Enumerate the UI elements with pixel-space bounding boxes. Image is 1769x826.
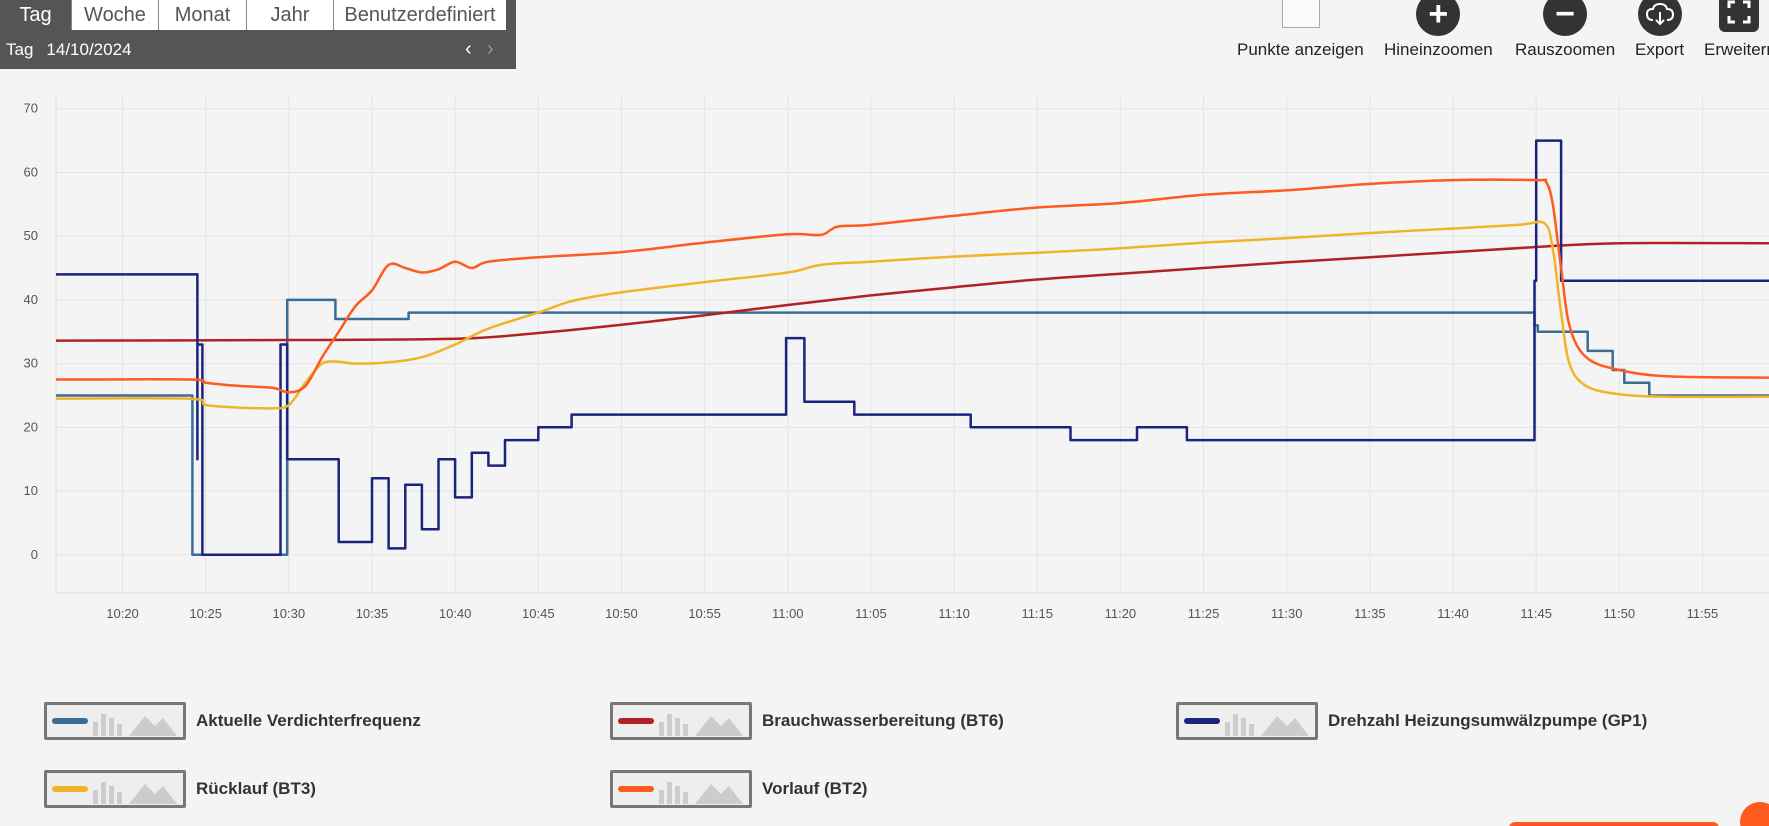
x-tick-label: 10:20 [106,606,139,621]
export-button[interactable]: Export [1635,0,1684,60]
show-points-toggle[interactable]: Punkte anzeigen [1237,0,1364,60]
period-tabs: Tag Woche Monat Jahr Benutzerdefiniert [0,0,506,30]
legend-swatch [52,718,88,724]
zoom-in-button[interactable]: + Hineinzoomen [1384,0,1493,60]
chart-series [55,139,1769,557]
tab-jahr[interactable]: Jahr [247,0,334,30]
chat-button[interactable] [1740,802,1769,826]
x-tick-label: 10:40 [439,606,472,621]
expand-label: Erweitern [1704,40,1769,59]
plus-circle-icon: + [1416,0,1461,36]
y-axis-ticks: 0 10 20 30 40 50 60 70 [24,101,38,562]
chart-type-icons [1225,714,1309,736]
x-tick-label: 11:00 [772,606,804,621]
legend-item-brauchwasser[interactable]: Brauchwasserbereitung (BT6) [610,702,1004,740]
tab-benutzerdefiniert[interactable]: Benutzerdefiniert [334,0,506,30]
y-tick-label: 20 [24,419,38,434]
x-tick-label: 11:40 [1437,606,1469,621]
tab-tag[interactable]: Tag [0,0,72,30]
legend-label: Aktuelle Verdichterfrequenz [196,711,421,730]
action-button[interactable] [1509,822,1719,826]
x-tick-label: 11:35 [1354,606,1386,621]
legend-label: Brauchwasserbereitung (BT6) [762,711,1004,730]
period-row: Tag 14/10/2024 ‹ › [0,30,516,69]
tab-woche[interactable]: Woche [72,0,159,30]
x-tick-label: 11:20 [1105,606,1137,621]
legend-swatch [618,786,654,792]
x-tick-label: 10:45 [522,606,555,621]
legend-swatch [52,786,88,792]
zoom-in-label: Hineinzoomen [1384,40,1493,59]
series-line-4 [55,220,1769,410]
chevron-left-icon[interactable]: ‹ [465,38,472,60]
series-line-3 [56,139,1769,557]
chart-type-icons [659,714,743,736]
line-chart[interactable]: 0 10 20 30 40 50 60 70 10:20 10:25 10:30 10:35 10:4… [0,80,1769,640]
minus-circle-icon: − [1543,0,1588,36]
tab-monat[interactable]: Monat [159,0,247,30]
chart-type-icons [93,714,177,736]
y-tick-label: 40 [24,292,38,307]
legend-item-vorlauf[interactable]: Vorlauf (BT2) [610,770,867,808]
period-label: Tag [6,39,34,59]
period-panel: Tag Woche Monat Jahr Benutzerdefiniert T… [0,0,516,69]
legend-swatch [1184,718,1220,724]
show-points-label: Punkte anzeigen [1237,40,1364,59]
x-tick-label: 11:10 [938,606,970,621]
x-tick-label: 11:55 [1687,606,1719,621]
export-label: Export [1635,40,1685,59]
y-tick-label: 30 [24,356,38,371]
x-tick-label: 11:25 [1188,606,1220,621]
show-points-checkbox[interactable] [1282,0,1321,28]
legend-label: Drehzahl Heizungsumwälzpumpe (GP1) [1328,711,1648,730]
chevron-right-icon[interactable]: › [487,38,494,60]
expand-button[interactable]: Erweitern [1704,0,1769,60]
fullscreen-icon [1719,0,1759,32]
x-tick-label: 11:45 [1520,606,1552,621]
chart-type-icons [659,782,743,804]
y-tick-label: 50 [24,228,38,243]
x-axis-ticks: 10:20 10:25 10:30 10:35 10:40 10:45 10:50 10:55… [106,606,1718,621]
legend-item-verdichterfrequenz[interactable]: Aktuelle Verdichterfrequenz [44,702,421,740]
y-tick-label: 0 [31,547,38,562]
legend-swatch [618,718,654,724]
x-tick-label: 11:15 [1021,606,1053,621]
legend-label: Vorlauf (BT2) [762,779,868,798]
x-tick-label: 10:35 [356,606,389,621]
chart-type-icons [93,782,177,804]
x-tick-label: 10:25 [189,606,222,621]
x-tick-label: 10:50 [605,606,638,621]
cloud-download-icon [1637,0,1682,36]
period-date[interactable]: 14/10/2024 [46,39,132,59]
x-tick-label: 11:50 [1604,606,1636,621]
x-tick-label: 11:30 [1271,606,1303,621]
zoom-out-label: Rauszoomen [1515,40,1616,59]
legend-label: Rücklauf (BT3) [196,779,316,798]
legend-item-ruecklauf[interactable]: Rücklauf (BT3) [44,770,316,808]
series-line-5 [55,178,1769,394]
zoom-out-button[interactable]: − Rauszoomen [1515,0,1615,60]
y-tick-label: 10 [24,483,38,498]
y-tick-label: 70 [24,101,38,116]
x-tick-label: 11:05 [855,606,887,621]
series-line-2 [55,241,1769,342]
y-tick-label: 60 [24,164,38,179]
chart-grid [55,96,1769,594]
x-tick-label: 10:30 [273,606,306,621]
legend-item-drehzahl[interactable]: Drehzahl Heizungsumwälzpumpe (GP1) [1176,702,1647,740]
x-tick-label: 10:55 [688,606,721,621]
